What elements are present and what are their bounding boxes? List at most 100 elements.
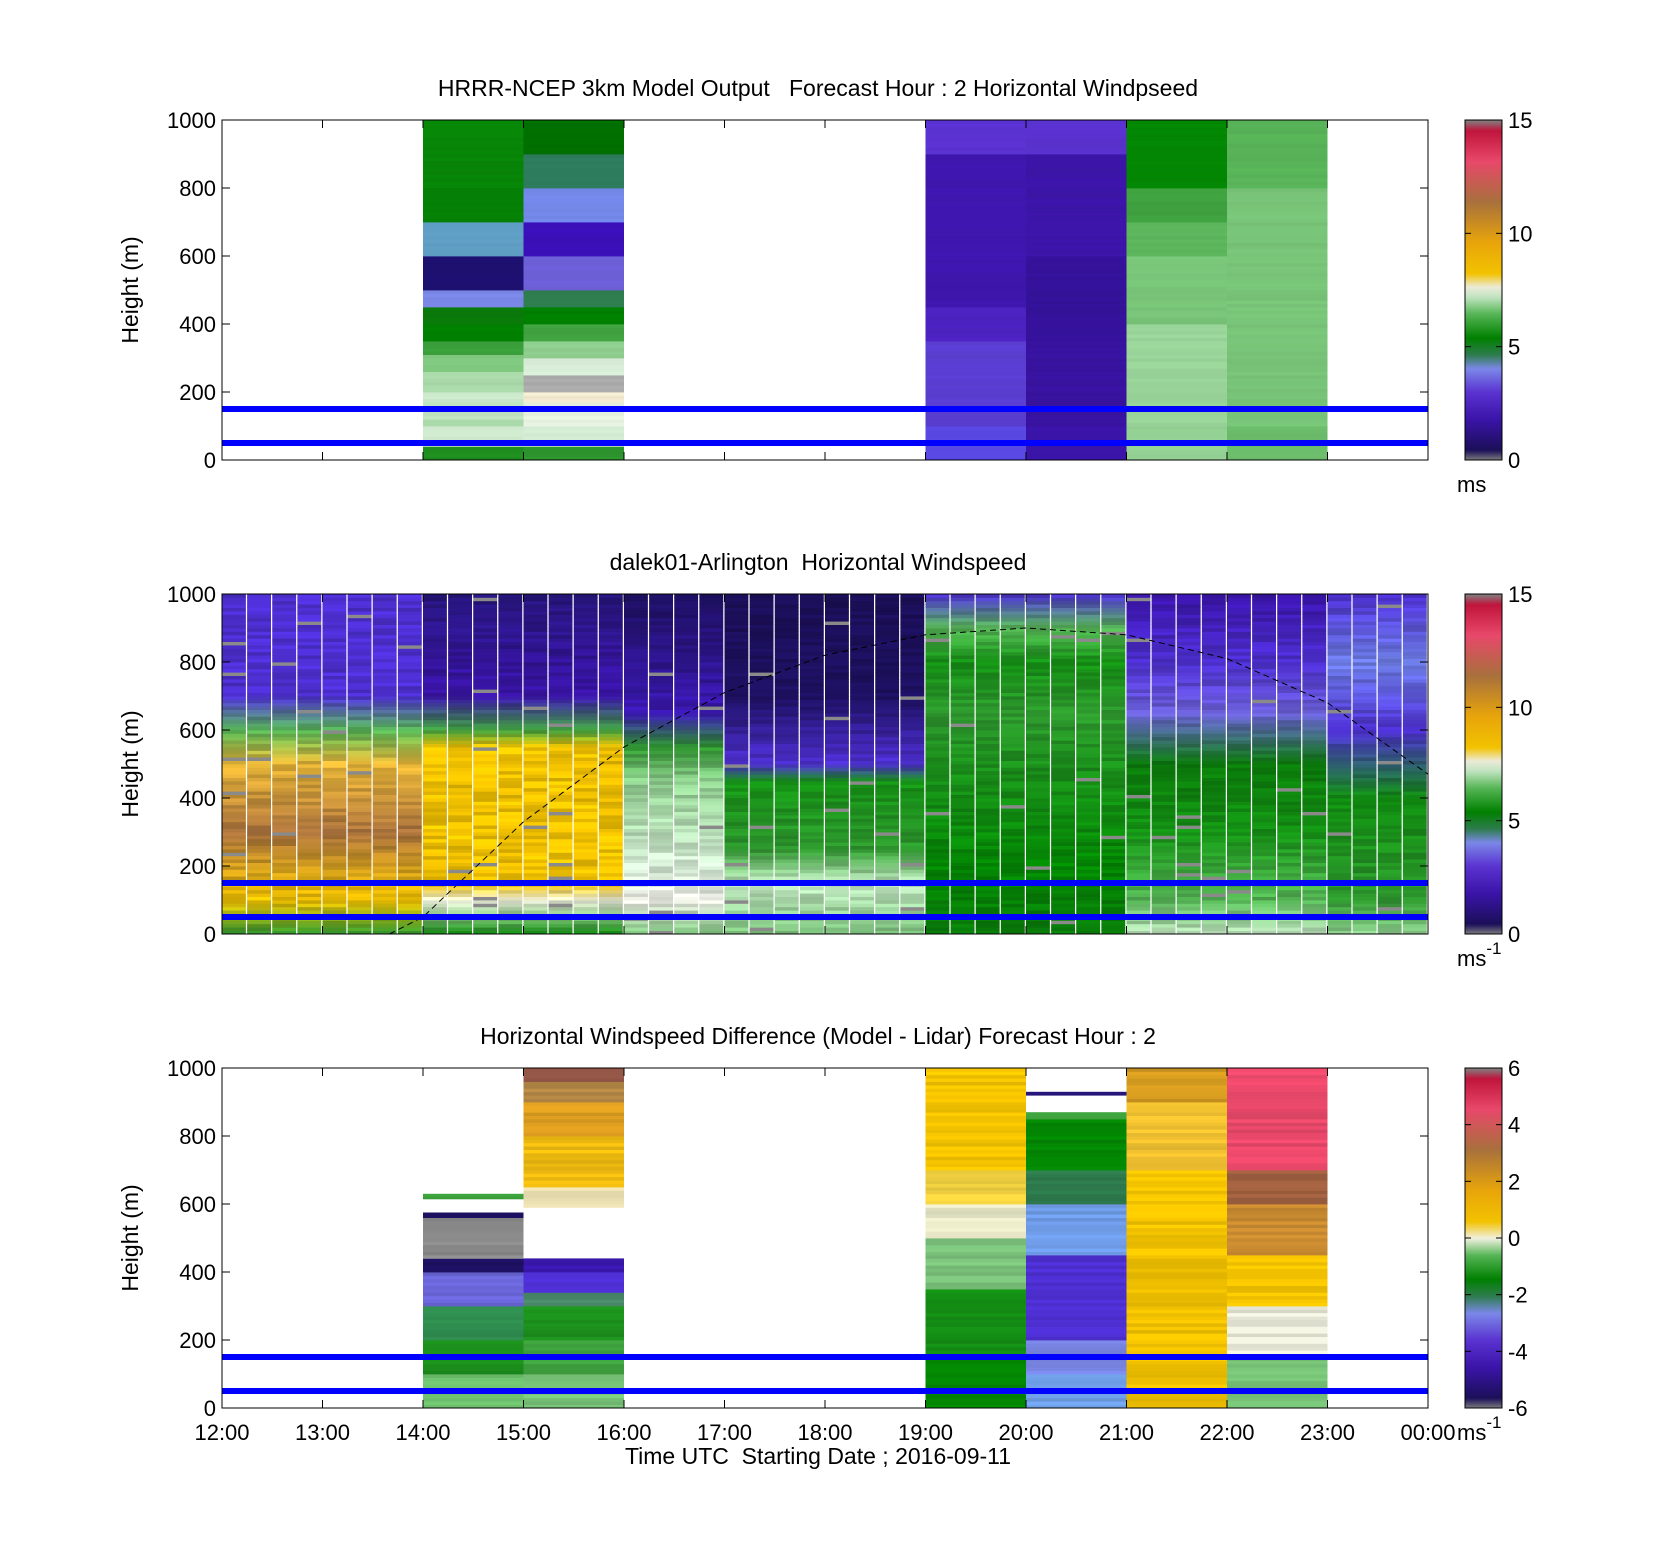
heatmap-cell <box>423 927 447 931</box>
heatmap-cell <box>1126 239 1227 243</box>
heatmap-cell <box>799 713 824 717</box>
heatmap-cell <box>1227 252 1328 257</box>
heatmap-cell <box>247 855 271 860</box>
heatmap-cell <box>347 594 372 598</box>
heatmap-cell <box>523 147 624 151</box>
heatmap-cell <box>1076 859 1101 863</box>
heatmap-cell <box>1176 645 1201 649</box>
heatmap-cell <box>548 648 573 653</box>
heatmap-cell <box>749 862 774 867</box>
heatmap-cell <box>1227 743 1251 748</box>
heatmap-cell <box>247 713 271 717</box>
heatmap-cell <box>322 709 347 714</box>
heatmap-cell <box>774 900 799 904</box>
heatmap-cell <box>950 910 975 914</box>
heatmap-cell <box>272 896 297 901</box>
heatmap-cell <box>1176 604 1201 608</box>
colorbar-swatch <box>1465 128 1502 131</box>
heatmap-cell <box>1101 815 1126 819</box>
heatmap-cell <box>1076 655 1101 659</box>
colorbar-swatch <box>1465 380 1502 383</box>
heatmap-cell <box>799 910 824 914</box>
heatmap-cell <box>875 607 900 612</box>
heatmap-cell <box>523 456 624 461</box>
heatmap-cell <box>1227 354 1328 359</box>
heatmap-cell <box>397 903 422 908</box>
heatmap-cell <box>825 736 849 741</box>
heatmap-cell <box>1051 631 1075 636</box>
heatmap-cell <box>1227 801 1251 806</box>
heatmap-cell <box>1176 886 1201 891</box>
heatmap-cell <box>598 849 623 853</box>
heatmap-cell <box>850 743 874 748</box>
heatmap-cell <box>975 611 1000 615</box>
heatmap-cell <box>473 930 498 935</box>
heatmap-cell <box>397 828 422 833</box>
heatmap-cell <box>1026 855 1050 860</box>
colorbar-swatch <box>1465 410 1502 413</box>
heatmap-cell <box>1026 215 1127 219</box>
heatmap-cell <box>925 249 1026 253</box>
heatmap-cell <box>825 628 849 632</box>
heatmap-cell <box>1076 709 1101 714</box>
heatmap-cell <box>473 723 498 727</box>
heatmap-cell <box>523 143 624 148</box>
heatmap-cell <box>1151 903 1176 908</box>
heatmap-cell <box>724 896 749 901</box>
heatmap-cell <box>724 920 749 925</box>
heatmap-cell <box>1051 866 1075 870</box>
heatmap-cell <box>1227 313 1328 318</box>
heatmap-cell <box>975 665 1000 670</box>
heatmap-cell <box>523 286 624 291</box>
heatmap-cell <box>397 621 422 625</box>
heatmap-cell <box>749 927 774 931</box>
heatmap-cell <box>1201 784 1226 789</box>
heatmap-cell <box>674 920 699 925</box>
heatmap-cell <box>573 699 598 704</box>
heatmap-cell <box>900 923 925 928</box>
heatmap-cell <box>925 801 950 806</box>
heatmap-cell <box>875 740 900 744</box>
heatmap-cell <box>1126 228 1227 233</box>
heatmap-cell <box>272 641 297 646</box>
heatmap-cell <box>749 815 774 819</box>
heatmap-cell <box>724 607 749 612</box>
heatmap-cell <box>1176 808 1201 812</box>
heatmap-cell <box>950 753 975 758</box>
heatmap-cell <box>297 638 322 642</box>
heatmap-cell <box>598 617 623 622</box>
heatmap-cell <box>900 784 925 789</box>
heatmap-cell <box>649 784 673 789</box>
heatmap-cell <box>850 706 874 710</box>
heatmap-cell <box>448 692 472 697</box>
heatmap-cell <box>1126 317 1227 321</box>
heatmap-cell <box>598 811 623 816</box>
heatmap-cell <box>774 808 799 812</box>
heatmap-cell <box>900 662 925 666</box>
heatmap-cell <box>975 903 1000 908</box>
heatmap-cell <box>925 750 950 755</box>
heatmap-cell <box>850 641 874 646</box>
heatmap-cell <box>423 446 524 451</box>
heatmap-cell <box>900 692 925 697</box>
heatmap-cell <box>1227 378 1328 383</box>
heatmap-cell <box>548 675 573 680</box>
heatmap-cell <box>649 794 673 799</box>
heatmap-cell <box>1000 600 1025 605</box>
heatmap-cell <box>900 794 925 799</box>
heatmap-cell <box>925 222 1026 226</box>
heatmap-cell <box>423 648 447 653</box>
heatmap-cell <box>624 832 648 836</box>
heatmap-cell <box>624 753 648 758</box>
heatmap-cell <box>774 665 799 670</box>
heatmap-cell <box>423 150 524 155</box>
heatmap-cell <box>523 747 548 751</box>
heatmap-cell <box>222 920 246 925</box>
heatmap-cell <box>397 733 422 738</box>
heatmap-cell <box>423 194 524 199</box>
heatmap-cell <box>950 719 975 724</box>
heatmap-cell <box>925 866 950 870</box>
colorbar-swatch <box>1465 340 1502 343</box>
heatmap-cell <box>297 706 322 710</box>
heatmap-cell <box>674 607 699 612</box>
